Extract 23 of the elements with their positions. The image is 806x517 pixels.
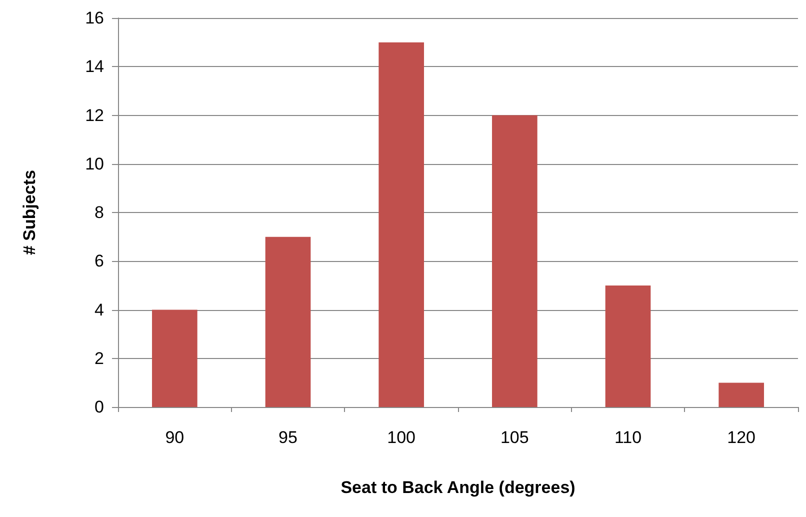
y-tick-label: 8	[94, 203, 104, 222]
x-tick-label: 110	[614, 428, 642, 447]
x-tick-label: 100	[387, 428, 416, 447]
y-tick-label: 16	[85, 8, 104, 28]
y-tick-label: 10	[85, 154, 104, 174]
y-tick-label: 6	[94, 252, 104, 271]
x-tick-label: 95	[278, 428, 298, 447]
x-axis-title: Seat to Back Angle (degrees)	[340, 478, 576, 497]
x-tick-label: 90	[165, 428, 184, 447]
bar	[152, 310, 198, 407]
bar	[718, 382, 764, 407]
bar	[605, 285, 651, 407]
bar	[492, 115, 538, 407]
y-tick-label: 2	[94, 348, 104, 368]
y-tick-label: 4	[94, 300, 104, 320]
bar	[378, 42, 424, 407]
y-axis-title: # Subjects	[20, 170, 39, 256]
x-tick-label: 105	[500, 428, 529, 447]
bar	[265, 236, 311, 407]
y-tick-label: 0	[94, 398, 104, 416]
x-tick-label: 120	[727, 428, 756, 447]
y-tick-label: 12	[85, 106, 104, 125]
y-tick-label: 14	[85, 57, 104, 76]
